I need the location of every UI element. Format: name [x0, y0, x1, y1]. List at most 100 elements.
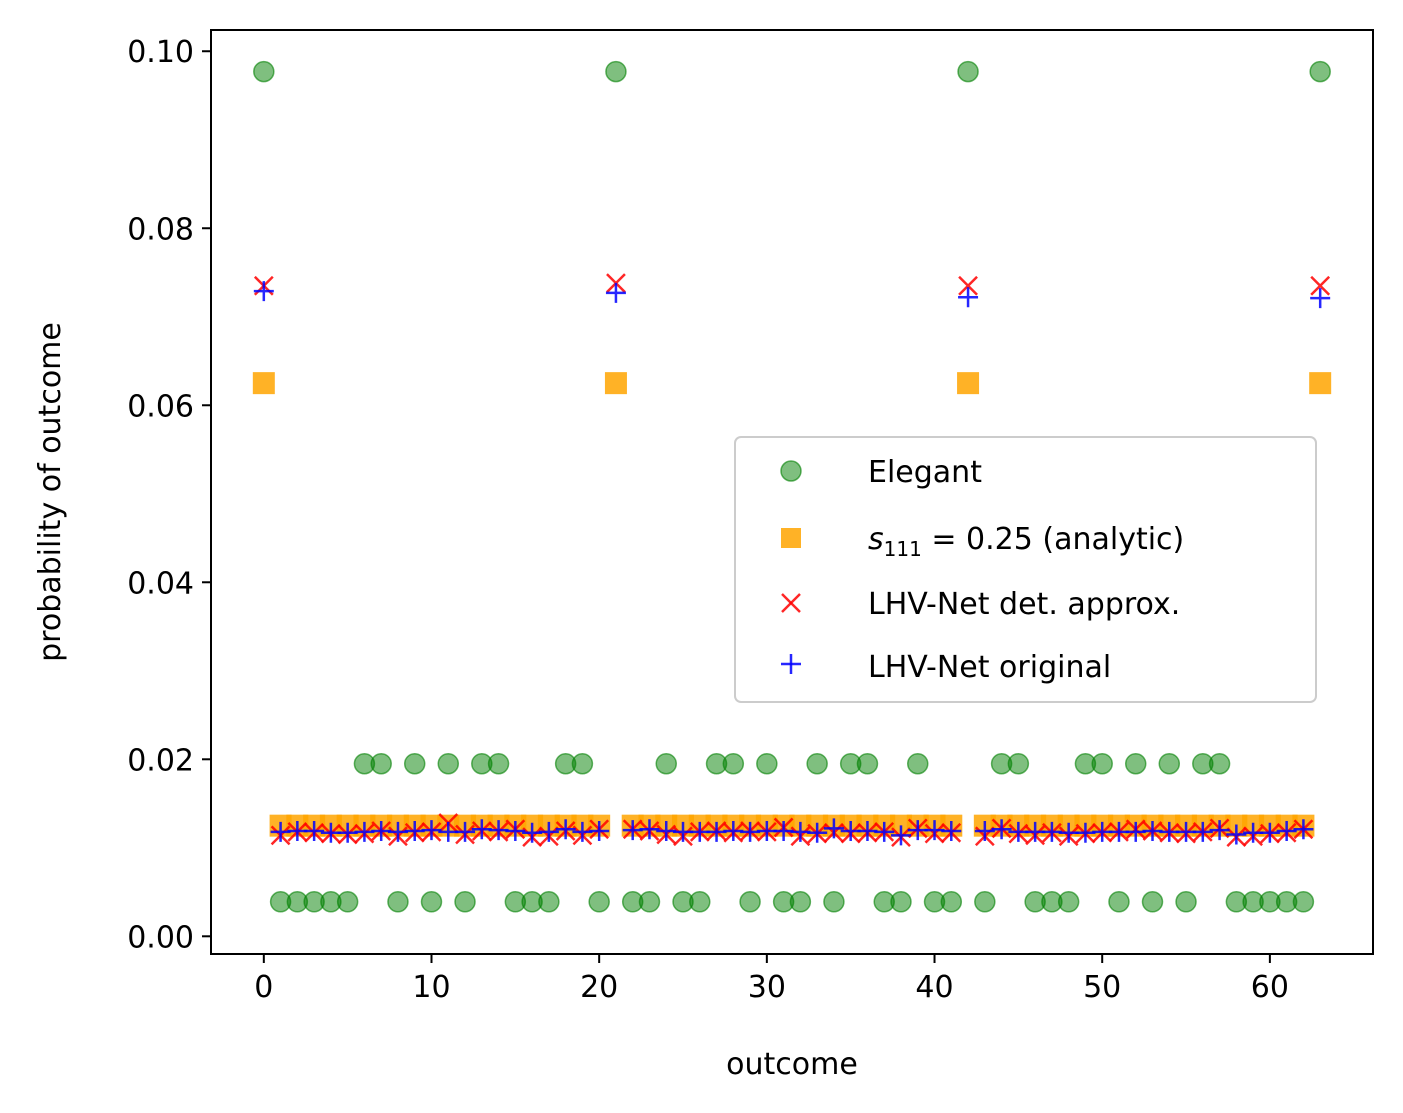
elegant-point: [571, 752, 594, 775]
legend-analytic-sub: 111: [884, 537, 922, 561]
original-point: [740, 821, 761, 842]
elegant-point: [454, 891, 476, 913]
elegant-point: [957, 60, 979, 83]
elegant-point: [1292, 891, 1315, 913]
elegant-point: [974, 891, 996, 913]
original-point: [1192, 821, 1213, 842]
analytic-point: [1309, 372, 1332, 395]
original-point: [438, 821, 459, 842]
det-approx-point: [958, 275, 978, 296]
legend-analytic-var: s: [868, 522, 884, 557]
original-point: [287, 820, 308, 841]
original-point: [572, 821, 593, 842]
original-point: [924, 820, 945, 841]
y-tick-label: 0.00: [127, 920, 194, 955]
original-point: [1008, 821, 1029, 842]
elegant-point: [1141, 891, 1164, 913]
elegant-point: [789, 891, 812, 913]
elegant-point: [722, 752, 745, 775]
y-axis-ticks: 0.00 0.02 0.04 0.06 0.08 0.10: [127, 35, 211, 955]
original-point: [471, 819, 492, 840]
x-axis-ticks: 0 10 20 30 40 50 60: [254, 954, 1289, 1005]
original-point: [1226, 824, 1247, 845]
original-point: [1125, 821, 1146, 842]
analytic-point: [957, 372, 980, 395]
x-tick-label: 50: [1083, 970, 1121, 1005]
legend-box: [734, 436, 1317, 703]
original-point: [605, 282, 626, 303]
elegant-point: [907, 752, 929, 775]
original-point: [823, 818, 844, 839]
original-point: [790, 821, 811, 842]
original-point: [958, 287, 979, 308]
original-point: [371, 820, 392, 841]
legend-det-marker: [781, 593, 801, 613]
elegant-point: [890, 891, 912, 913]
original-point: [387, 821, 408, 842]
legend-analytic-marker: [781, 528, 801, 548]
original-point: [840, 820, 861, 841]
legend-det-label: LHV-Net det. approx.: [868, 587, 1180, 622]
original-point: [1293, 819, 1314, 840]
original-point: [522, 822, 543, 843]
elegant-point: [1175, 891, 1197, 913]
original-point: [1058, 822, 1079, 843]
legend-analytic-rest: = 0.25 (analytic): [922, 522, 1184, 557]
plot-frame: [210, 29, 1374, 955]
original-point: [656, 820, 677, 841]
elegant-point: [437, 752, 460, 775]
y-tick-label: 0.04: [127, 566, 194, 601]
original-point: [807, 822, 828, 843]
elegant-point: [538, 891, 560, 913]
legend-analytic-label: s111 = 0.25 (analytic): [868, 522, 1184, 561]
x-tick-label: 30: [748, 970, 786, 1005]
elegant-point: [739, 891, 761, 913]
elegant-point: [420, 891, 443, 913]
original-point: [488, 820, 509, 841]
original-point: [622, 820, 643, 841]
y-tick-label: 0.02: [127, 743, 194, 778]
x-axis-label: outcome: [726, 1047, 858, 1082]
elegant-point: [856, 752, 879, 775]
original-point: [857, 820, 878, 841]
elegant-point: [370, 752, 392, 775]
elegant-point: [1057, 891, 1080, 913]
original-point: [639, 819, 660, 840]
plot-marks: [252, 60, 1332, 913]
elegant-point: [588, 891, 610, 913]
original-point: [1276, 820, 1297, 841]
legend-elegant-marker: [780, 460, 802, 482]
original-point: [1075, 822, 1096, 843]
legend-orig-marker: [781, 654, 801, 674]
elegant-point: [1309, 60, 1331, 83]
elegant-point: [403, 752, 426, 775]
y-tick-label: 0.06: [127, 389, 194, 424]
legend: Elegant s111 = 0.25 (analytic) LHV-Net d…: [734, 436, 1317, 703]
original-point: [1209, 820, 1230, 841]
original-point: [1176, 821, 1197, 842]
x-tick-label: 40: [915, 970, 953, 1005]
analytic-point: [604, 372, 627, 395]
original-point: [773, 820, 794, 841]
original-point: [1025, 821, 1046, 842]
original-point: [890, 825, 911, 846]
original-point: [253, 281, 274, 302]
original-point: [723, 820, 744, 841]
elegant-point: [940, 891, 963, 913]
original-point: [1142, 820, 1163, 841]
elegant-point: [638, 891, 661, 913]
original-point: [505, 820, 526, 841]
elegant-point: [487, 752, 510, 775]
elegant-point: [806, 752, 828, 775]
y-axis-label: probability of outcome: [33, 322, 68, 662]
original-point: [421, 820, 442, 841]
original-point: [756, 820, 777, 841]
original-point: [874, 821, 895, 842]
elegant-point: [1208, 752, 1231, 775]
series-circle: [253, 60, 1331, 913]
series-plus: [253, 281, 1331, 846]
elegant-point: [655, 752, 677, 775]
original-point: [320, 822, 341, 843]
original-point: [1108, 821, 1129, 842]
